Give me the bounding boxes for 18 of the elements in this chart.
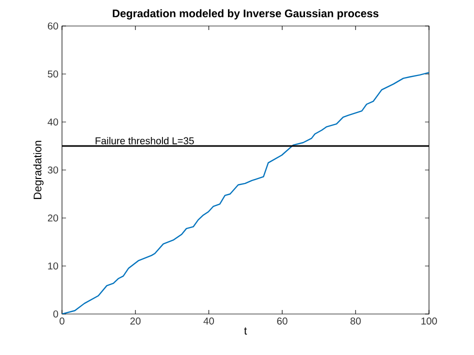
y-tick-label: 30 <box>48 166 58 174</box>
x-axis-title: t <box>244 327 247 335</box>
x-tick-label: 0 <box>60 318 64 325</box>
ref-line-label: Failure threshold L=35 <box>96 136 194 144</box>
chart-title: Degradation modeled by Inverse Gaussian process <box>112 9 378 20</box>
y-axis-title: Degradation <box>33 140 44 199</box>
x-tick-label: 40 <box>203 318 214 325</box>
y-tick-label: 10 <box>48 262 58 270</box>
x-tick-label: 20 <box>130 318 141 325</box>
line-series <box>62 72 430 314</box>
x-tick-label: 100 <box>421 318 437 325</box>
y-tick-label: 0 <box>53 310 58 318</box>
x-tick-label: 80 <box>350 318 361 325</box>
y-tick-label: 40 <box>48 118 58 126</box>
x-tick-label: 60 <box>277 318 288 325</box>
y-tick-label: 50 <box>48 70 58 78</box>
y-tick-label: 20 <box>48 214 58 222</box>
y-tick-label: 60 <box>48 22 58 30</box>
